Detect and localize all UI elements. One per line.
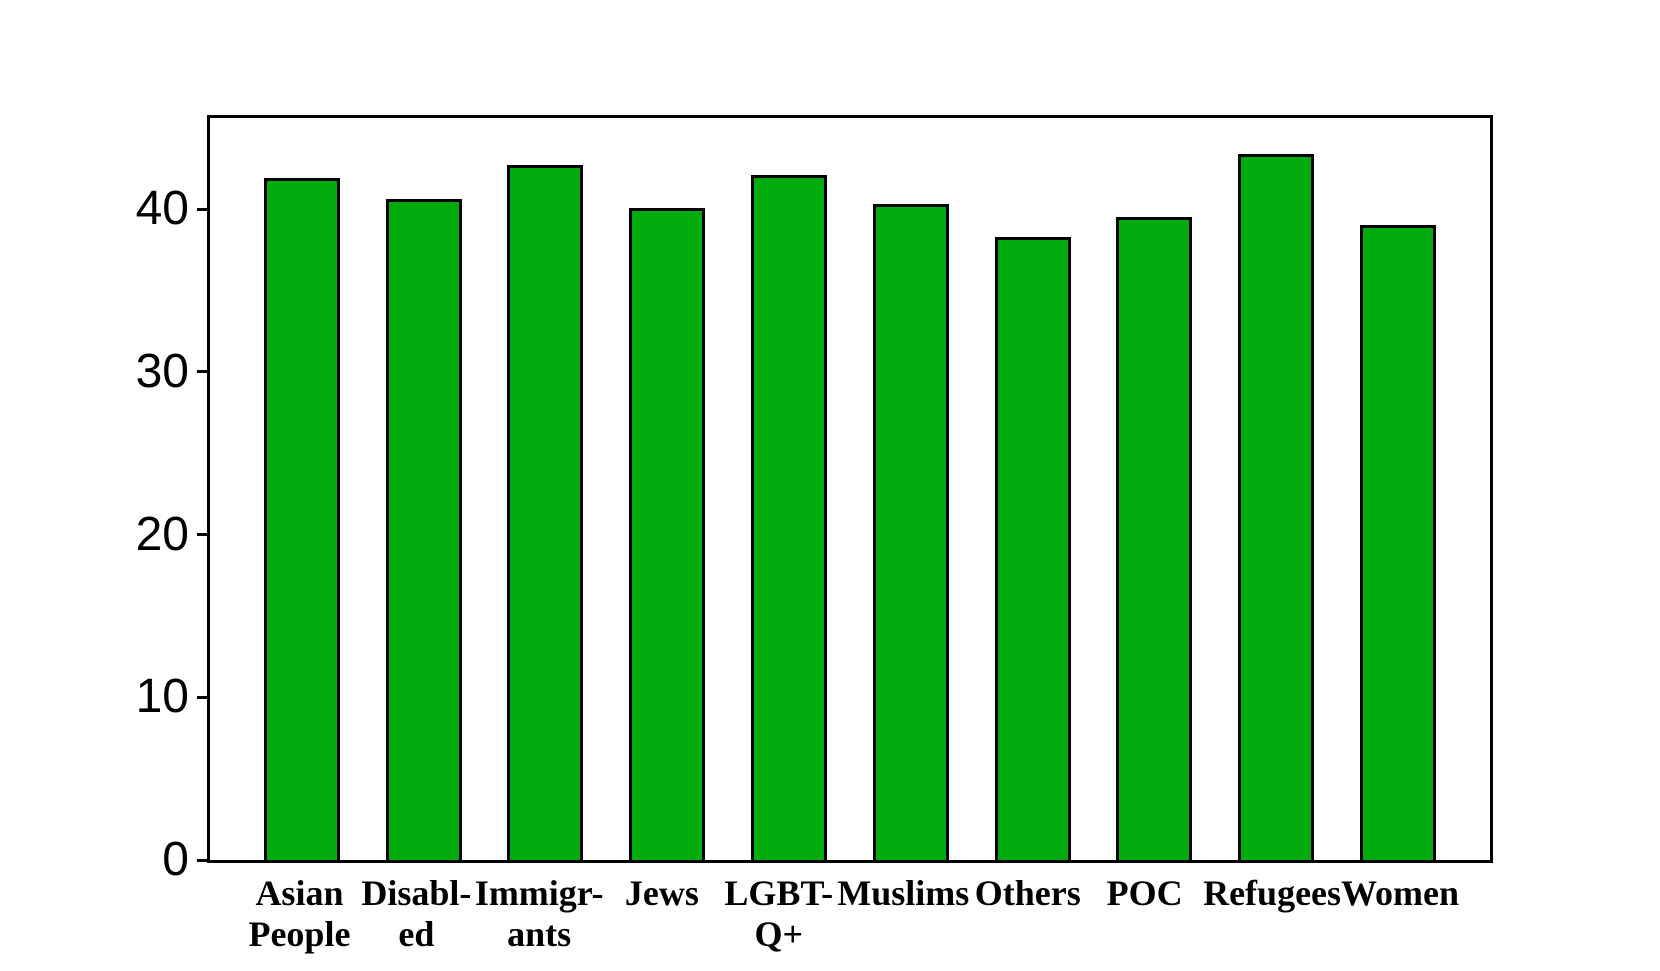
bars-container [210,118,1490,860]
plot-area: Asian People Disabl- ed Immigr- ants Jews LG… [136,115,1493,954]
x-tick-label-asian-people: Asian People [248,873,351,955]
bar-slot-lgbtq [728,118,850,860]
bar-slot-others [972,118,1094,860]
y-tick-mark-10 [197,695,210,699]
x-tick-label-others: Others [974,873,1081,913]
bar-slot-disabled [363,118,485,860]
y-tick-label-10: 10 [135,670,189,724]
y-tick-label-20: 20 [135,507,189,561]
bar-muslims [872,204,949,860]
bar-slot-immigrants [485,118,607,860]
x-axis-tick-labels: Asian People Disabl- ed Immigr- ants Jews LG… [207,860,1493,956]
bar-others [994,236,1071,860]
bar-poc [1116,217,1193,860]
x-tick-label-immigrants: Immigr- ants [474,873,604,955]
bar-women [1360,225,1437,860]
bar-refugees [1238,153,1315,860]
bar-lgbtq [751,174,828,860]
bar-asian-people [263,178,340,860]
x-tick-label-women: Women [1341,873,1460,913]
x-tick-label-jews: Jews [624,873,699,913]
x-tick-label-lgbtq: LGBT- Q+ [724,873,834,955]
y-tick-label-40: 40 [135,182,189,236]
bar-immigrants [507,165,584,860]
bar-slot-muslims [850,118,972,860]
y-tick-label-0: 0 [162,833,189,886]
bar-disabled [385,199,462,860]
y-tick-label-30: 30 [135,344,189,398]
bar-slot-poc [1094,118,1216,860]
bar-slot-refugees [1215,118,1337,860]
bar-slot-jews [606,118,728,860]
bar-slot-women [1337,118,1459,860]
y-tick-mark-20 [197,533,210,537]
y-tick-mark-0 [197,858,210,862]
y-tick-mark-30 [197,370,210,374]
x-tick-label-poc: POC [1106,873,1183,913]
bar-jews [629,207,706,860]
x-tick-label-muslims: Muslims [837,873,970,913]
x-tick-label-refugees: Refugees [1203,873,1342,913]
x-tick-label-disabled: Disabl- ed [361,873,472,955]
bar-slot-asian-people [241,118,363,860]
y-tick-mark-40 [197,207,210,211]
